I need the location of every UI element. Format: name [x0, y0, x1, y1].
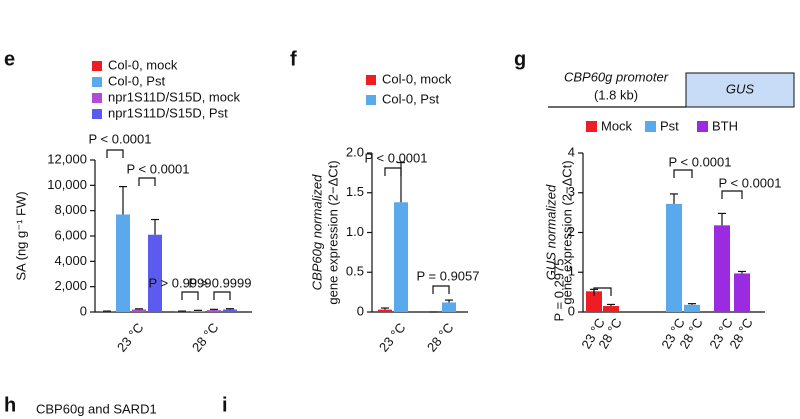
- y-tick-label: 2: [568, 224, 575, 239]
- p-value: P = 0.9057: [416, 268, 479, 283]
- y-tick-label: 3: [568, 184, 575, 199]
- bracket: [384, 167, 402, 176]
- panel-letter: i: [222, 394, 228, 416]
- bar: [684, 304, 700, 312]
- y-tick-label: 2,000: [54, 278, 87, 293]
- bracket: [721, 190, 743, 199]
- y-tick-label: 2.0: [346, 144, 364, 159]
- p-value: P < 0.0001: [88, 131, 151, 146]
- y-tick-label: 1: [568, 264, 575, 279]
- y-tick-label: 4: [568, 144, 575, 159]
- x-tick-label: 23 °C: [376, 320, 408, 355]
- y-tick-label: 12,000: [47, 151, 87, 166]
- p-value: P < 0.0001: [364, 150, 427, 165]
- panel-letter: f: [290, 48, 297, 70]
- y-tick-label: 6,000: [54, 227, 87, 242]
- y-tick-label: 10,000: [47, 177, 87, 192]
- bar: [191, 310, 205, 312]
- x-tick-label: 28 °C: [424, 320, 456, 355]
- y-tick-label: 1.0: [346, 224, 364, 239]
- legend-swatch: [92, 109, 102, 119]
- legend-swatch: [645, 121, 656, 132]
- p-value: P < 0.0001: [668, 154, 731, 169]
- x-tick-label: 28 °C: [189, 320, 221, 355]
- bracket: [432, 285, 450, 294]
- legend-swatch: [92, 61, 102, 71]
- bar: [603, 306, 619, 312]
- promoter-size: (1.8 kb): [594, 87, 638, 102]
- y-axis-label: gene expression (2−ΔCt): [559, 160, 574, 304]
- bar: [132, 309, 146, 312]
- bracket: [138, 177, 156, 186]
- bar: [666, 203, 682, 312]
- p-value: P > 0.9999: [148, 275, 211, 290]
- panel-letter: g: [514, 48, 526, 70]
- legend-swatch: [697, 121, 708, 132]
- bar: [714, 225, 730, 312]
- bar: [378, 309, 392, 312]
- legend-swatch: [366, 75, 376, 85]
- legend-label: Col-0, Pst: [382, 91, 439, 106]
- y-axis-label: gene expression (2−ΔCt): [325, 160, 340, 304]
- y-axis-label: SA (ng g⁻¹ FW): [13, 191, 28, 280]
- bar: [586, 291, 602, 312]
- y-tick-label: 0.5: [346, 264, 364, 279]
- legend-swatch: [92, 77, 102, 87]
- legend-label: Pst: [660, 118, 679, 133]
- bar: [116, 214, 130, 312]
- legend-label: Col-0, mock: [382, 71, 452, 86]
- reporter-label: GUS: [726, 81, 755, 96]
- legend-label: Mock: [601, 118, 633, 133]
- p-value: P > 0.9999: [188, 275, 251, 290]
- promoter-label: CBP60g promoter: [564, 69, 669, 84]
- legend-label: Col-0, mock: [108, 57, 178, 72]
- panel-title: CBP60g and SARD1: [36, 401, 157, 416]
- bar: [223, 309, 237, 312]
- legend-label: npr1S11D/S15D, Pst: [108, 105, 228, 120]
- legend-label: npr1S11D/S15D, mock: [108, 89, 240, 104]
- legend-swatch: [586, 121, 597, 132]
- panel-letter: e: [4, 48, 15, 70]
- axis: [371, 153, 468, 313]
- y-tick-label: 1.5: [346, 184, 364, 199]
- bracket: [213, 291, 231, 300]
- bar: [734, 273, 750, 312]
- bracket: [106, 149, 124, 158]
- bracket: [593, 287, 612, 296]
- legend-swatch: [366, 95, 376, 105]
- y-tick-label: 0: [357, 303, 364, 318]
- y-tick-label: 0: [80, 303, 87, 318]
- legend-label: Col-0, Pst: [108, 73, 165, 88]
- y-axis-label: GUS normalized: [543, 184, 558, 280]
- y-tick-label: 8,000: [54, 202, 87, 217]
- y-axis-label: CBP60g normalized: [309, 174, 324, 290]
- bracket: [673, 169, 693, 178]
- p-value: P < 0.0001: [718, 175, 781, 190]
- reporter-box: [685, 72, 795, 108]
- legend-swatch: [92, 93, 102, 103]
- bar: [442, 302, 456, 312]
- bar: [394, 202, 408, 312]
- legend-label: BTH: [712, 118, 738, 133]
- bar: [148, 234, 162, 312]
- p-value: P = 0.2975: [551, 258, 566, 321]
- y-tick-label: 4,000: [54, 253, 87, 268]
- panel-letter: h: [4, 394, 16, 416]
- x-tick-label: 23 °C: [114, 320, 146, 355]
- bracket: [181, 291, 199, 300]
- bar: [207, 310, 221, 312]
- p-value: P < 0.0001: [126, 161, 189, 176]
- y-tick-label: 0: [568, 303, 575, 318]
